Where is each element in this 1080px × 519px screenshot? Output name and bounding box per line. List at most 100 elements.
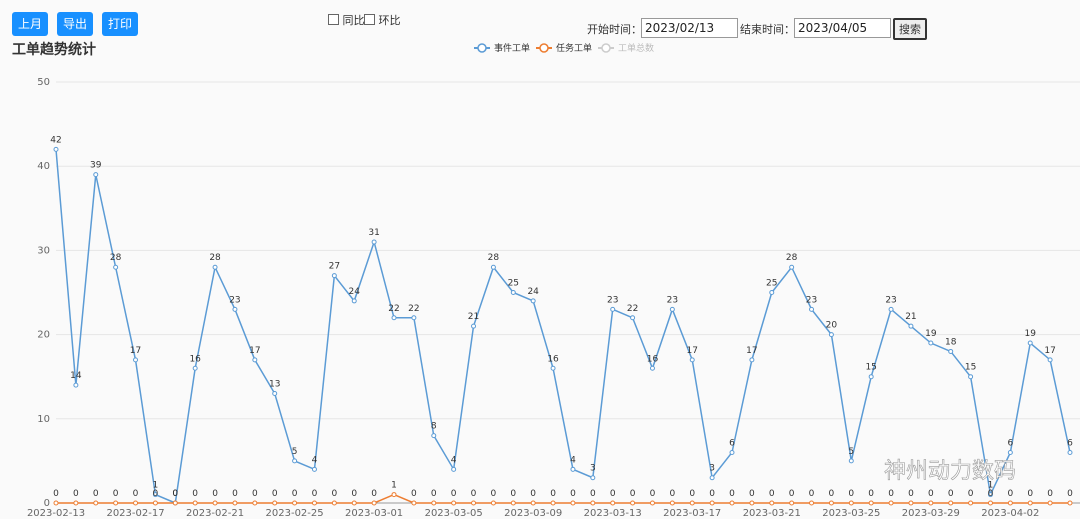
- data-label: 4: [312, 455, 318, 465]
- data-point: [252, 357, 258, 363]
- data-point: [530, 500, 536, 506]
- yoy-checkbox[interactable]: 同比: [328, 12, 365, 28]
- data-point: [152, 492, 158, 498]
- data-point: [769, 290, 775, 295]
- data-point: [630, 315, 636, 321]
- data-label: 0: [232, 489, 238, 499]
- data-label: 0: [550, 489, 556, 499]
- data-label: 0: [53, 489, 59, 499]
- data-point: [908, 500, 914, 506]
- y-tick-label: 20: [37, 330, 50, 341]
- data-point: [391, 492, 397, 498]
- data-point: [550, 500, 556, 506]
- data-point: [53, 500, 59, 506]
- data-point: [928, 340, 934, 346]
- data-label: 5: [292, 447, 298, 457]
- data-point: [411, 500, 417, 506]
- data-point: [232, 500, 238, 506]
- x-tick-label: 2023-03-21: [743, 508, 801, 519]
- legend-item: 任务工单: [536, 42, 592, 54]
- data-label: 0: [172, 489, 178, 499]
- data-label: 0: [530, 489, 536, 499]
- data-label: 23: [885, 295, 896, 305]
- data-point: [311, 500, 317, 506]
- y-tick-label: 30: [37, 245, 50, 256]
- mom-checkbox[interactable]: 环比: [364, 12, 401, 28]
- data-point: [789, 500, 795, 506]
- x-tick-label: 2023-03-13: [584, 508, 642, 519]
- legend-label: 工单总数: [618, 42, 654, 54]
- data-label: 28: [110, 253, 122, 263]
- end-date-input[interactable]: 2023/04/05: [794, 18, 891, 38]
- data-label: 39: [90, 161, 102, 171]
- data-point: [669, 500, 675, 506]
- data-label: 0: [769, 489, 775, 499]
- data-label: 21: [905, 312, 916, 322]
- data-point: [809, 500, 815, 506]
- x-tick-label: 2023-04-02: [981, 508, 1039, 519]
- data-point: [908, 323, 914, 329]
- data-point: [212, 500, 218, 506]
- data-label: 16: [189, 354, 201, 364]
- x-tick-label: 2023-03-17: [663, 508, 721, 519]
- data-point: [1067, 500, 1073, 506]
- prev-month-button[interactable]: 上月: [12, 12, 48, 36]
- data-label: 15: [965, 363, 976, 373]
- data-point: [888, 306, 894, 312]
- data-point: [510, 290, 516, 295]
- print-button[interactable]: 打印: [102, 12, 138, 36]
- data-label: 23: [806, 295, 817, 305]
- data-label: 0: [272, 489, 278, 499]
- series-line: [56, 493, 1070, 504]
- data-point: [610, 500, 616, 506]
- data-point: [232, 306, 238, 312]
- legend-item: 事件工单: [474, 42, 530, 54]
- export-button[interactable]: 导出: [57, 12, 93, 36]
- data-point: [113, 264, 119, 270]
- data-label: 0: [411, 489, 417, 499]
- data-label: 42: [50, 135, 61, 145]
- data-label: 16: [647, 354, 659, 364]
- data-point: [1027, 500, 1033, 506]
- search-button[interactable]: 搜索: [893, 18, 927, 40]
- data-label: 0: [1027, 489, 1033, 499]
- data-point: [272, 500, 278, 506]
- data-point: [252, 500, 258, 506]
- data-point: [987, 500, 993, 506]
- data-point: [948, 348, 954, 354]
- data-point: [73, 382, 79, 388]
- data-label: 6: [1007, 438, 1013, 448]
- data-point: [331, 500, 337, 506]
- data-point: [868, 374, 874, 380]
- data-point: [550, 365, 556, 371]
- data-label: 19: [925, 329, 937, 339]
- data-point: [431, 433, 437, 439]
- data-point: [709, 500, 715, 506]
- data-label: 23: [229, 295, 240, 305]
- data-label: 17: [687, 346, 698, 356]
- data-point: [888, 500, 894, 506]
- x-tick-label: 2023-03-25: [822, 508, 880, 519]
- legend-label: 任务工单: [556, 42, 592, 54]
- data-point: [411, 315, 417, 321]
- data-point: [172, 500, 178, 506]
- data-label: 28: [488, 253, 500, 263]
- data-point: [192, 365, 198, 371]
- data-label: 0: [809, 489, 815, 499]
- legend-symbol: [477, 43, 487, 53]
- data-label: 6: [1067, 438, 1073, 448]
- data-point: [729, 449, 735, 455]
- data-label: 0: [729, 489, 735, 499]
- data-label: 8: [431, 422, 437, 432]
- data-point: [848, 458, 854, 464]
- start-date-input[interactable]: 2023/02/13: [641, 18, 738, 38]
- data-label: 0: [192, 489, 198, 499]
- data-label: 1: [391, 481, 397, 491]
- end-label: 结束时间：: [740, 23, 795, 36]
- data-point: [93, 500, 99, 506]
- data-label: 3: [709, 464, 715, 474]
- data-point: [431, 500, 437, 506]
- data-label: 25: [766, 279, 777, 289]
- data-label: 0: [153, 489, 159, 499]
